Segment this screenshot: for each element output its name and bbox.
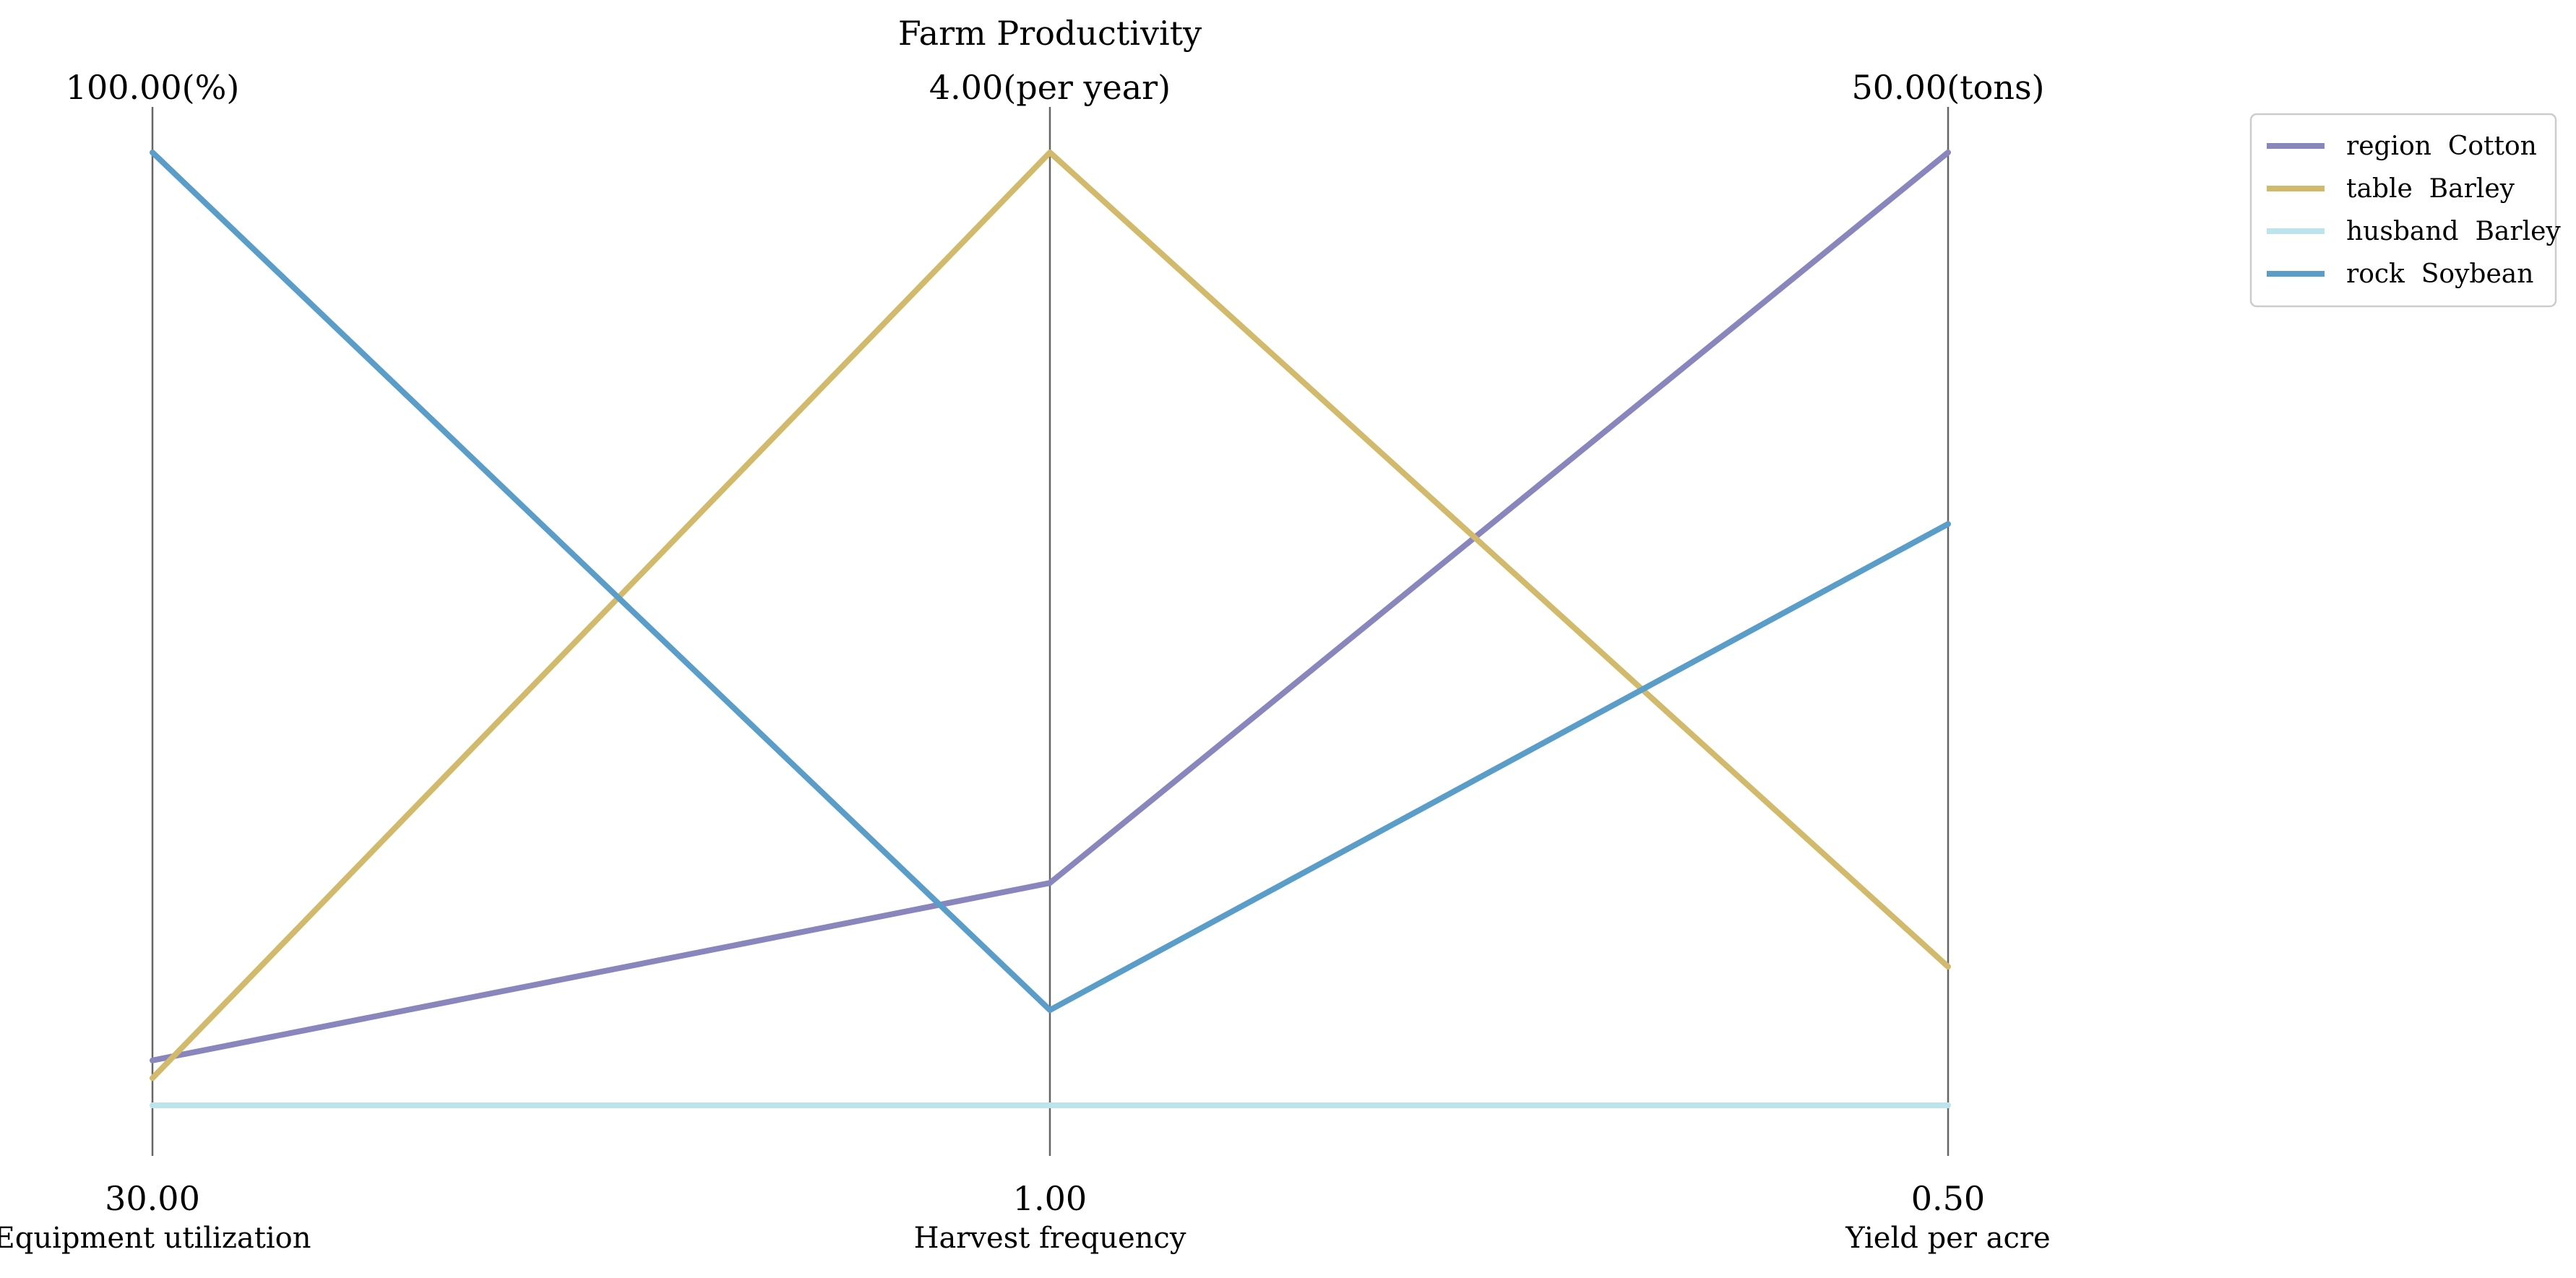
axis-max-label: 4.00(per year)	[929, 68, 1171, 107]
legend-label: rock Soybean	[2346, 259, 2533, 289]
axis-name-label: Equipment utilization	[0, 1222, 311, 1255]
axis-name-label: Harvest frequency	[914, 1222, 1186, 1255]
series-line	[150, 150, 1951, 1014]
legend-label: husband Barley	[2346, 217, 2561, 246]
axes-layer: 100.00(%) 30.00 Equipment utilization 4.00(…	[0, 68, 2051, 1255]
legend-label: table Barley	[2346, 174, 2515, 204]
series-layer	[150, 150, 1951, 1108]
axis-max-label: 100.00(%)	[66, 68, 240, 107]
axis-min-label: 0.50	[1911, 1179, 1985, 1218]
axis-max-label: 50.00(tons)	[1852, 68, 2045, 107]
axis-min-label: 30.00	[105, 1179, 200, 1218]
axis-name-label: Yield per acre	[1845, 1222, 2050, 1255]
legend: region Cotton table Barley husband Barley r…	[2249, 113, 2561, 308]
series-line	[150, 150, 1951, 1081]
legend-frame	[2249, 113, 2557, 308]
series-line	[150, 150, 1951, 1063]
legend-label: region Cotton	[2346, 131, 2537, 161]
chart-title: Farm Productivity	[898, 14, 1202, 53]
axis-min-label: 1.00	[1013, 1179, 1087, 1218]
